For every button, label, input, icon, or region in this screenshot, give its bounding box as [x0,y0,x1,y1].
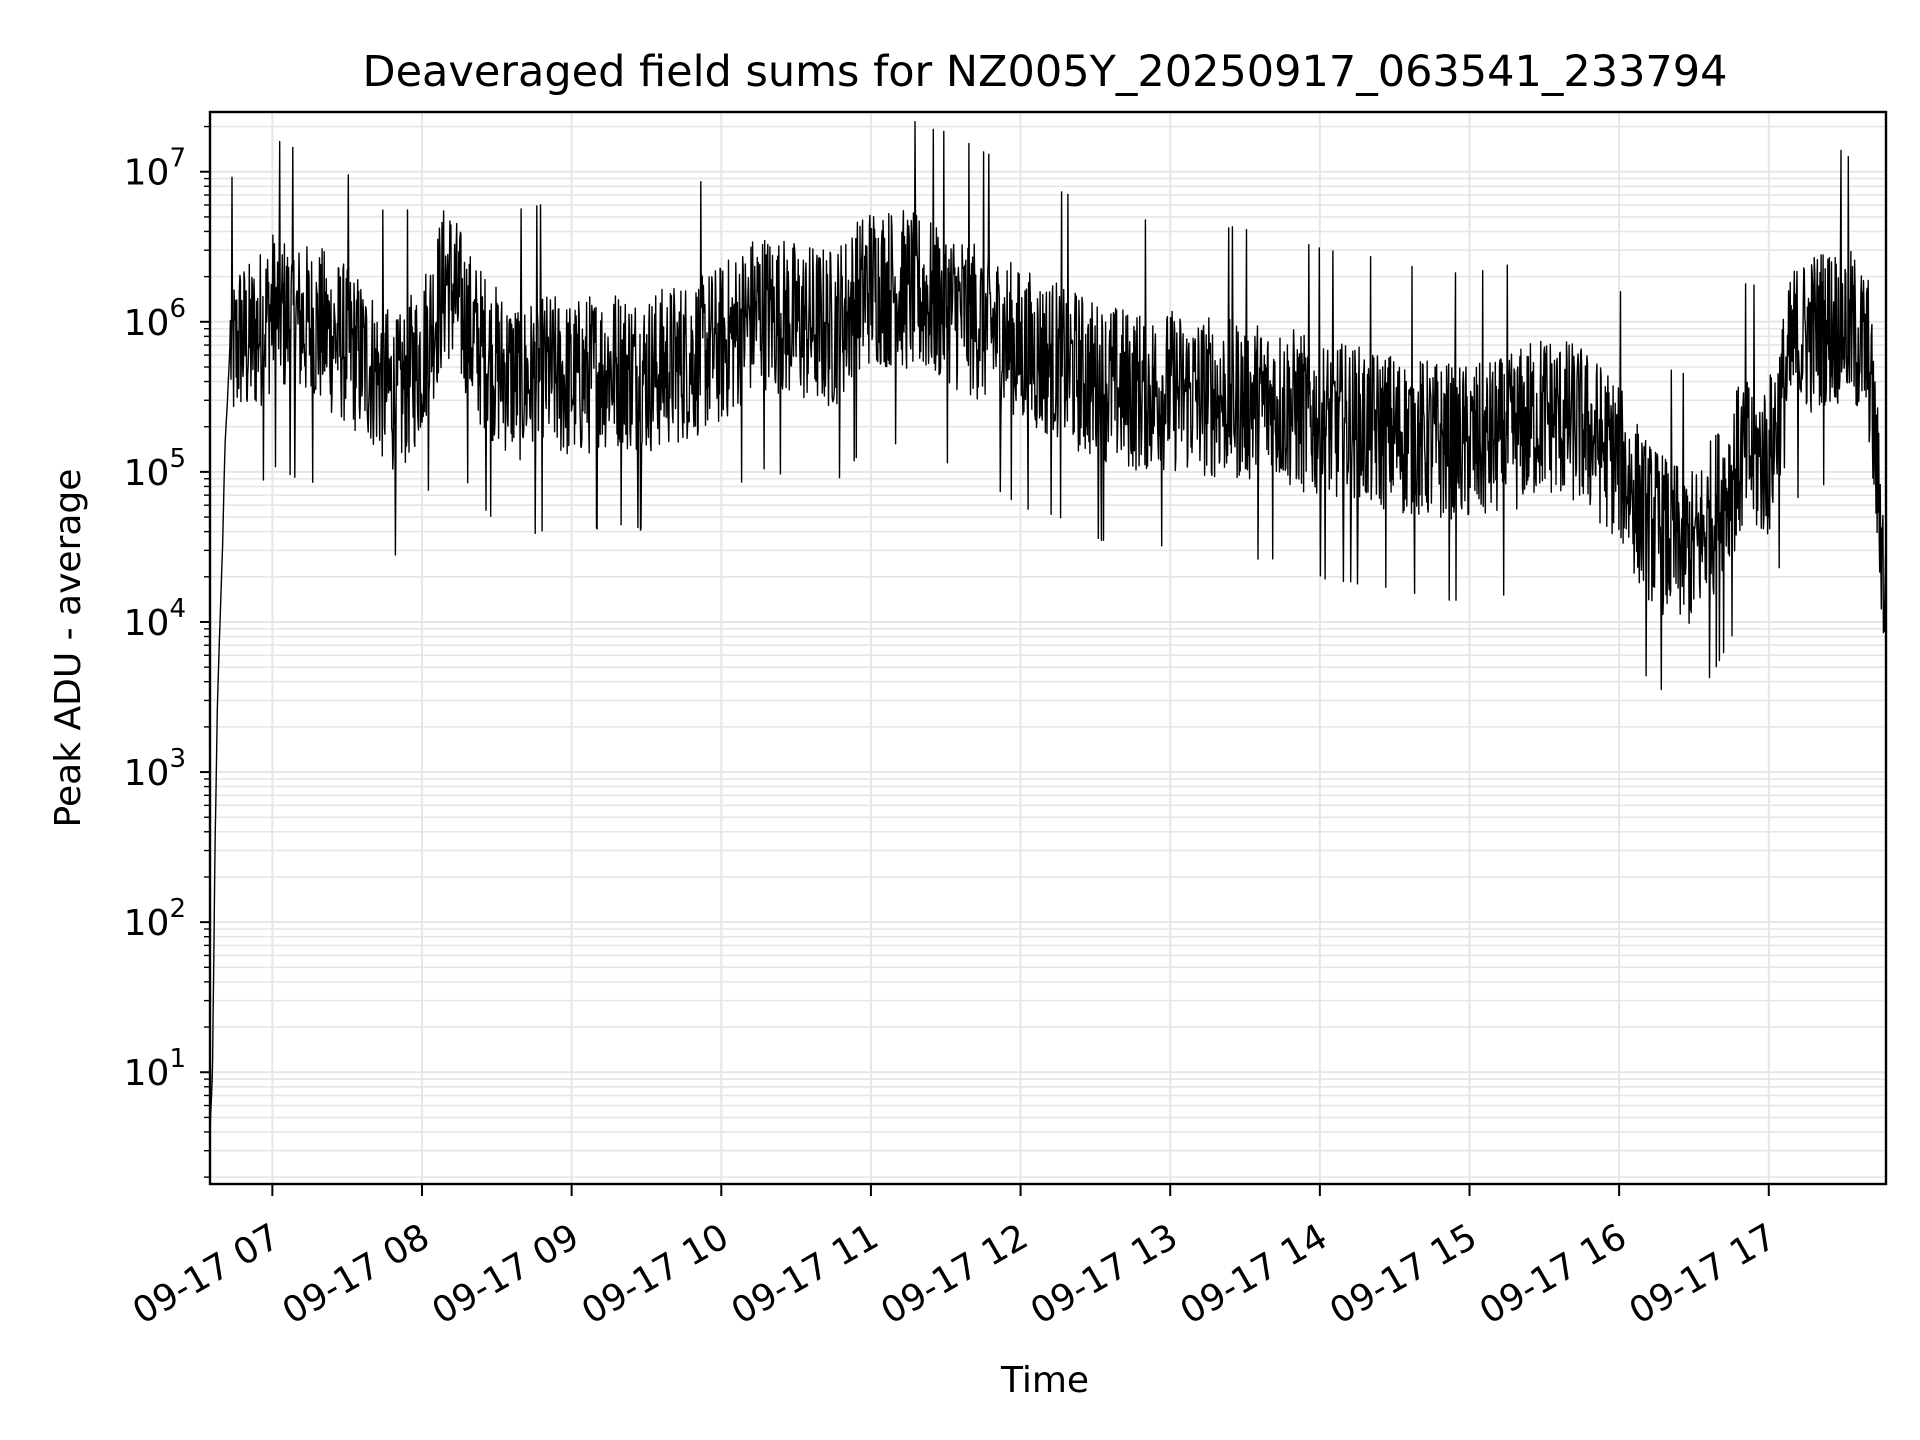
y-axis-label: Peak ADU - average [48,469,89,828]
grid [210,112,1886,1184]
y-tick-label: 102 [124,894,186,944]
series-line [209,121,1887,1133]
y-tick-label: 103 [124,744,186,794]
plot-area [209,121,1887,1133]
y-tick-label: 104 [124,594,186,644]
chart-title: Deaveraged field sums for NZ005Y_2025091… [362,47,1727,97]
y-tick-label: 105 [124,444,186,494]
x-axis-label: Time [1000,1360,1089,1401]
y-tick-label: 101 [124,1044,186,1094]
plot-frame [208,110,1888,1186]
y-tick-label: 107 [124,144,186,194]
y-tick-label: 106 [124,294,186,344]
